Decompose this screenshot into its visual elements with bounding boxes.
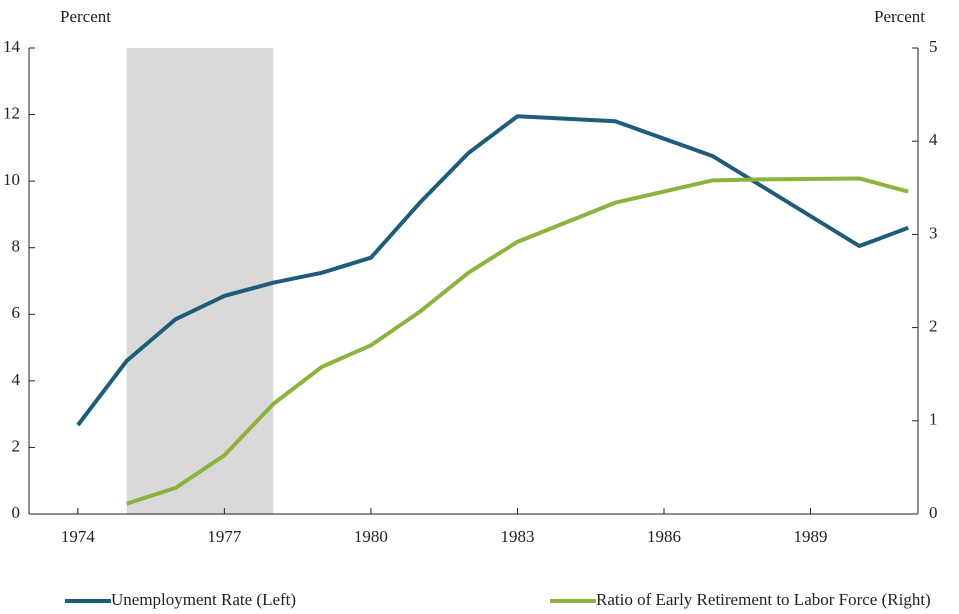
shaded-period	[126, 48, 274, 514]
x-tick-label: 1977	[207, 527, 242, 546]
data-line	[76, 114, 909, 427]
legend-label: Ratio of Early Retirement to Labor Force…	[596, 590, 931, 609]
y2-tick-label: 4	[929, 130, 938, 149]
x-tick-label: 1974	[61, 527, 96, 546]
y-tick-label: 2	[12, 436, 21, 455]
y-tick-label: 12	[3, 103, 20, 122]
x-tick-label: 1983	[500, 527, 534, 546]
data-line	[126, 176, 909, 506]
y-tick-label: 10	[3, 170, 20, 189]
y2-tick-label: 3	[929, 223, 938, 242]
y2-axis-label: Percent	[874, 7, 925, 26]
legend-label: Unemployment Rate (Left)	[111, 590, 296, 609]
y-tick-label: 6	[12, 303, 21, 322]
y2-tick-label: 1	[929, 410, 938, 429]
y-tick-label: 8	[12, 237, 21, 256]
y2-tick-label: 0	[929, 503, 938, 522]
x-tick-label: 1980	[354, 527, 388, 546]
x-tick-label: 1986	[647, 527, 681, 546]
y-tick-label: 4	[12, 370, 21, 389]
y-tick-label: 0	[12, 503, 21, 522]
x-tick-label: 1989	[794, 527, 828, 546]
y2-tick-label: 2	[929, 317, 938, 336]
y-axis-label: Percent	[60, 7, 111, 26]
y-tick-label: 14	[3, 37, 21, 56]
y2-tick-label: 5	[929, 37, 938, 56]
